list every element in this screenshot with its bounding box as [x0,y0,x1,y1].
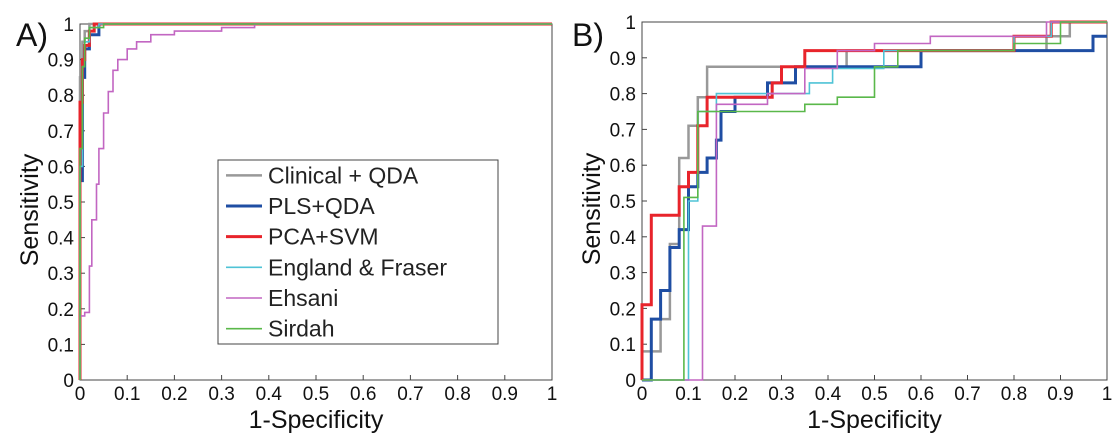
y-tick-label: 0.7 [610,120,636,141]
y-tick-label: 0.4 [610,228,637,249]
x-tick-label: 0.4 [256,384,283,405]
x-tick-label: 0.1 [675,384,701,405]
x-tick-label: 0.9 [1047,384,1073,405]
x-tick-label: 0.5 [303,384,329,405]
x-tick-label: 0.9 [492,384,518,405]
x-tick-label: 0.8 [444,384,470,405]
y-tick-label: 1 [63,15,74,36]
y-tick-label: 0.4 [48,229,75,250]
x-axis-label: 1-Specificity [807,406,942,433]
series-line-ehsani [79,23,552,380]
x-tick-label: 0 [637,384,648,405]
y-tick-label: 0.8 [48,86,74,107]
legend-entry: PLS+QDA [268,193,375,219]
y-tick-label: 0.2 [610,299,636,320]
legend-box [217,159,499,345]
series-group [640,20,1107,382]
y-tick-label: 0.2 [48,300,74,321]
legend-entry: PCA+SVM [268,224,379,250]
panel-b-chart: 0 0.1 0.2 0.3 0.4 0.5 0.6 0.7 0.8 0.9 1 0 0.1 0.2 0.3 0… [572,13,1112,433]
y-tick-label: 0.3 [610,264,636,285]
x-tick-label: 0.2 [722,384,748,405]
x-tick-label: 0.1 [114,384,140,405]
legend-entry: Ehsani [268,285,338,311]
series-line-sirdah [642,21,1107,381]
y-tick-label: 1 [625,13,636,34]
x-tick-label: 0.7 [397,384,423,405]
y-tick-label: 0.8 [610,85,636,106]
x-tick-label: 0.5 [861,384,887,405]
y-tick-label: 0.9 [48,51,74,72]
series-line-sirdah [79,23,552,380]
y-axis-label: Sensitivity [578,152,606,265]
legend-entry: Sirdah [268,316,334,342]
series-line-ehsani [642,21,1107,381]
legend-entry: Clinical + QDA [268,162,419,188]
y-tick-label: 0.5 [48,193,74,214]
y-tick-label: 0.3 [48,264,74,285]
legend-entry: England & Fraser [268,254,447,280]
y-axis-label: Sensitivity [16,153,44,266]
legend: Clinical + QDA PLS+QDA PCA+SVM England & Fr… [217,159,499,345]
panel-a-chart: 0 0.1 0.2 0.3 0.4 0.5 0.6 0.7 0.8 0.9 1 0 0.1 0.2 0.3 0… [16,15,557,433]
panel-label: B) [572,17,604,53]
x-tick-label: 0.8 [1001,384,1027,405]
y-tick-label: 0.1 [610,335,636,356]
y-tick-label: 0.6 [610,156,636,177]
x-tick-label: 1 [547,384,558,405]
x-tick-label: 1 [1102,384,1113,405]
y-tick-label: 0.7 [48,122,74,143]
panel-label: A) [16,17,48,53]
x-tick-label: 0.6 [908,384,934,405]
x-tick-label: 0.2 [161,384,187,405]
x-tick-label: 0.4 [815,384,842,405]
y-tick-label: 0.6 [48,157,74,178]
y-tick-label: 0 [63,371,74,392]
x-axis-label: 1-Specificity [249,406,384,433]
series-line-pls-qda [642,34,1107,382]
x-tick-label: 0.3 [208,384,234,405]
y-tick-label: 0 [625,371,636,392]
x-tick-label: 0 [75,384,86,405]
y-tick-label: 0.5 [610,192,636,213]
y-tick-label: 0.1 [48,335,74,356]
x-tick-label: 0.6 [350,384,376,405]
x-tick-label: 0.3 [768,384,794,405]
series-group [78,22,552,380]
x-tick-label: 0.7 [954,384,980,405]
y-tick-label: 0.9 [610,49,636,70]
